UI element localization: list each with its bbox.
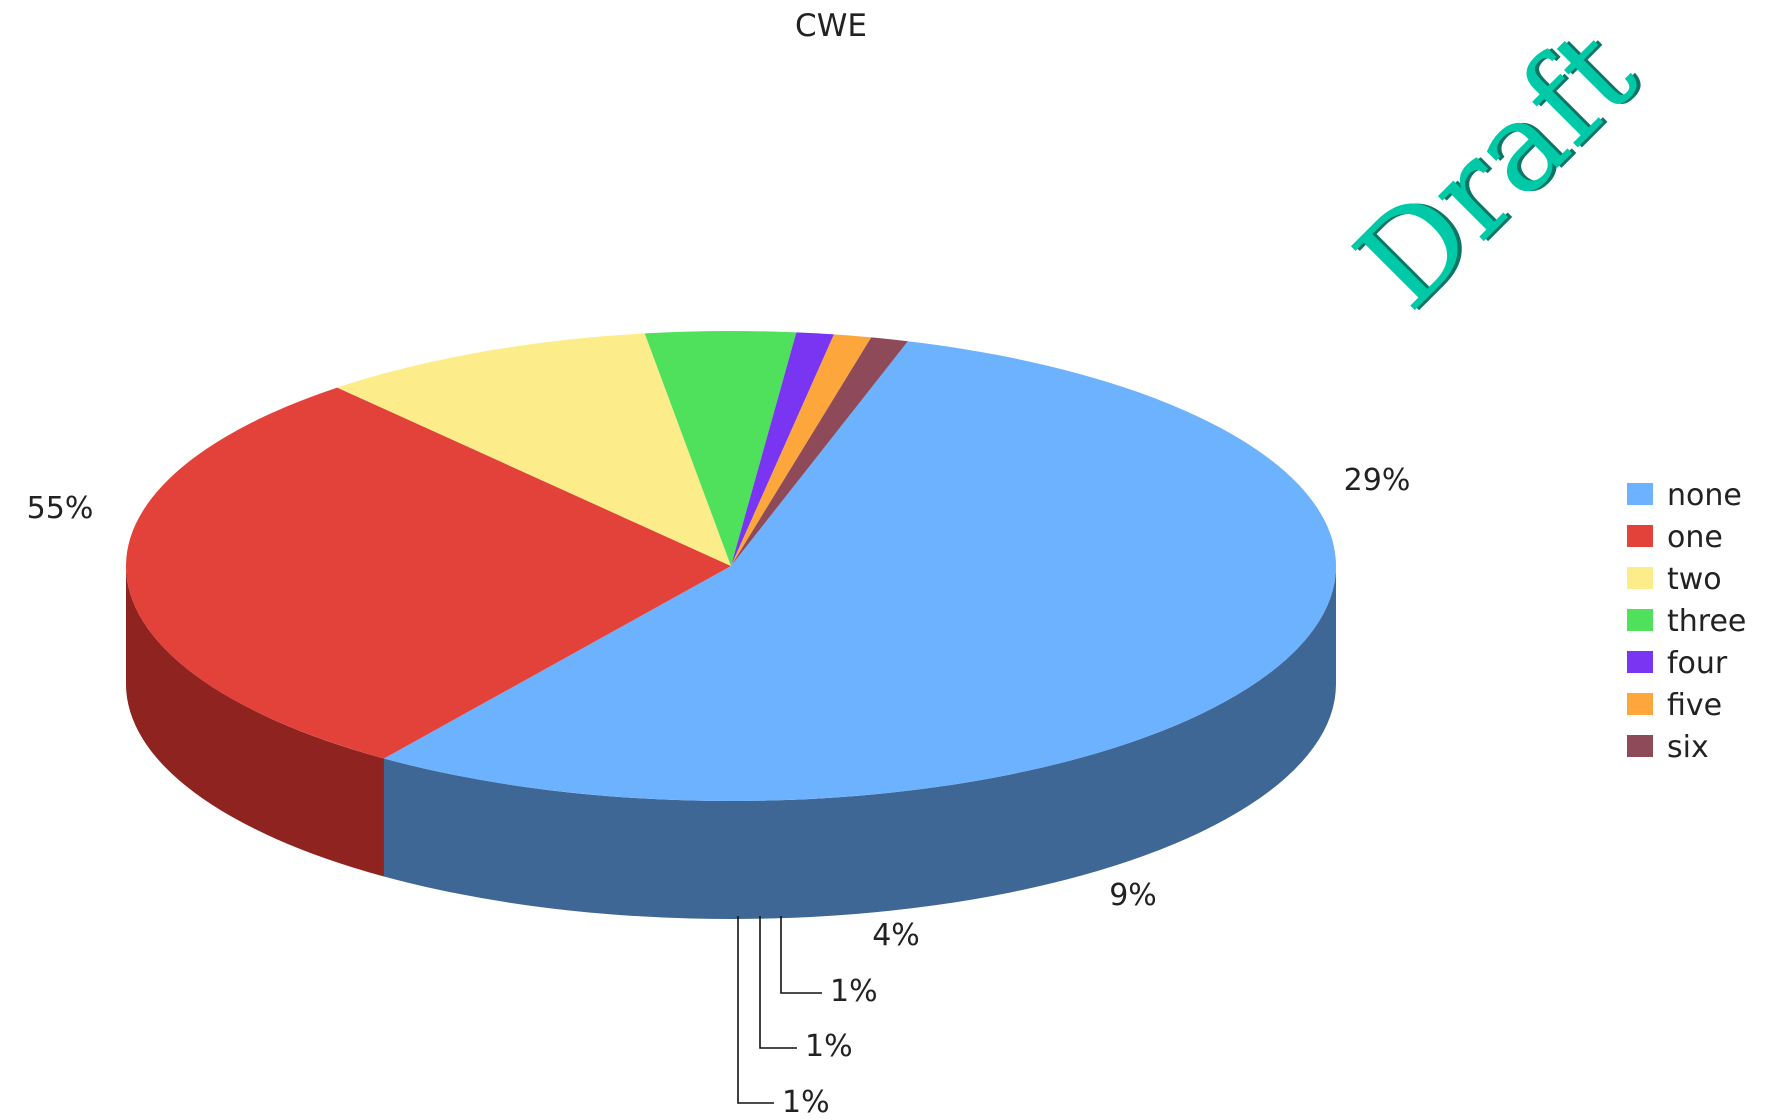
leader-line-five xyxy=(759,916,797,1049)
draft-watermark: Draft Draft xyxy=(1329,2,1667,336)
pie-slice-four xyxy=(731,332,834,566)
pie-side-none xyxy=(383,566,1336,919)
legend-label-three: three xyxy=(1667,604,1746,639)
legend-swatch-two xyxy=(1627,567,1653,589)
pie-side-one xyxy=(126,566,384,877)
legend-label-none: none xyxy=(1667,478,1742,513)
pie-slice-two xyxy=(337,333,731,566)
data-label-none: 55% xyxy=(27,491,94,526)
data-label-three: 4% xyxy=(872,918,920,953)
chart-title: CWE xyxy=(795,8,867,44)
pie-slice-none xyxy=(383,341,1336,801)
legend-swatch-three xyxy=(1627,609,1653,631)
legend-label-two: two xyxy=(1667,562,1722,597)
data-label-one: 29% xyxy=(1344,463,1411,498)
pie-slice-five xyxy=(731,334,872,566)
legend-label-five: five xyxy=(1667,688,1722,723)
legend-label-six: six xyxy=(1667,730,1709,765)
data-label-four: 1% xyxy=(830,974,878,1009)
legend-swatch-none xyxy=(1627,483,1653,505)
legend-swatch-one xyxy=(1627,525,1653,547)
data-label-two: 9% xyxy=(1109,878,1157,913)
leader-line-four xyxy=(780,916,822,994)
legend-swatch-five xyxy=(1627,693,1653,715)
legend-swatch-six xyxy=(1627,735,1653,757)
leader-line-six xyxy=(737,916,774,1104)
pie-slice-six xyxy=(731,337,908,566)
data-label-five: 1% xyxy=(805,1029,853,1064)
pie-slice-one xyxy=(125,387,732,759)
legend-swatch-four xyxy=(1627,651,1653,673)
legend-label-one: one xyxy=(1667,520,1723,555)
legend-label-four: four xyxy=(1667,646,1728,681)
legend: none one two three four five six xyxy=(1627,478,1746,765)
data-label-six: 1% xyxy=(782,1085,830,1120)
pie-slice-three xyxy=(644,330,797,566)
